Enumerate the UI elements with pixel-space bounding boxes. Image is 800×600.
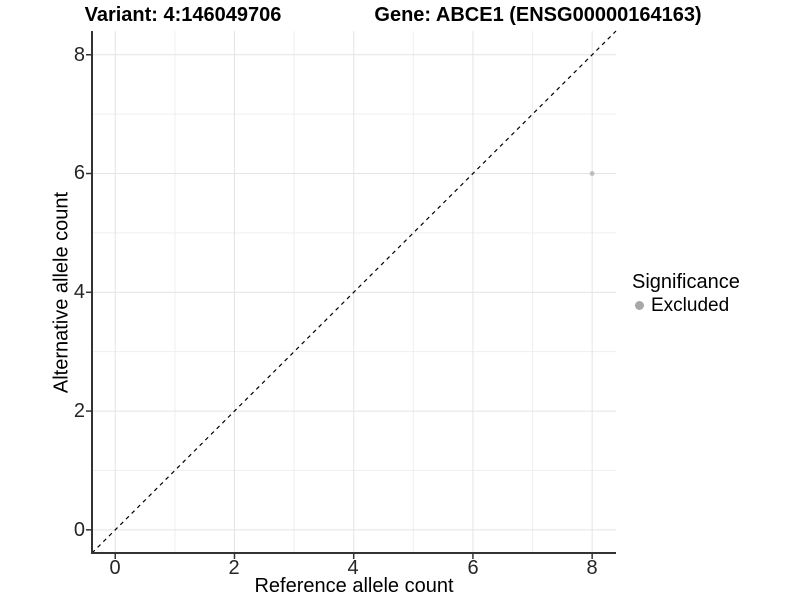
y-tick-label: 0 [73,519,85,541]
x-tick-label: 4 [347,557,359,579]
legend-title: Significance [632,271,740,293]
y-tick-label: 2 [73,400,85,422]
y-axis-title: Alternative allele count [50,191,73,394]
identity-dashed-line [91,30,617,554]
variant-title: Variant: 4:146049706 [84,4,282,26]
y-tick-label: 8 [73,44,85,66]
data-point [589,171,595,176]
y-tick-label: 4 [73,281,85,303]
legend-item: Excluded [632,294,740,317]
x-tick-label: 2 [228,557,240,579]
x-tick-label: 8 [586,557,598,579]
excluded-point-icon [635,301,644,310]
gene-title: Gene: ABCE1 (ENSG00000164163) [374,4,702,26]
x-tick-label: 0 [109,557,121,579]
x-tick-label: 6 [467,557,479,579]
legend: Significance Excluded [632,271,740,317]
y-tick-label: 6 [73,162,85,184]
legend-item-label: Excluded [651,295,730,316]
x-axis-title: Reference allele count [254,575,454,597]
